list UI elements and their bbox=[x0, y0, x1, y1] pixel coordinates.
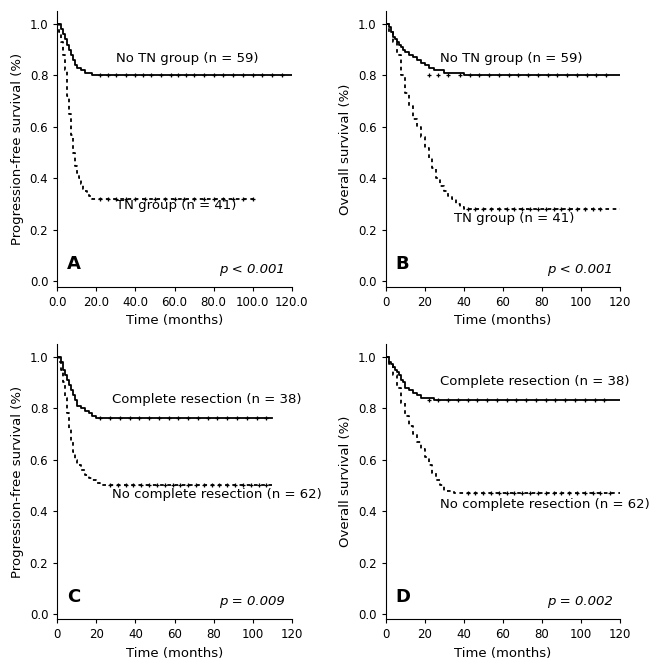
Text: D: D bbox=[395, 588, 410, 605]
Text: A: A bbox=[67, 255, 81, 273]
Text: C: C bbox=[67, 588, 80, 605]
Text: p = 0.009: p = 0.009 bbox=[219, 595, 285, 609]
Text: No complete resection (n = 62): No complete resection (n = 62) bbox=[112, 488, 322, 501]
Text: TN group (n = 41): TN group (n = 41) bbox=[454, 212, 574, 225]
Text: Complete resection (n = 38): Complete resection (n = 38) bbox=[440, 374, 630, 388]
Text: p = 0.002: p = 0.002 bbox=[547, 595, 613, 609]
X-axis label: Time (months): Time (months) bbox=[454, 647, 551, 660]
Y-axis label: Progression-free survival (%): Progression-free survival (%) bbox=[11, 386, 24, 578]
Text: No complete resection (n = 62): No complete resection (n = 62) bbox=[440, 498, 650, 511]
X-axis label: Time (months): Time (months) bbox=[126, 314, 223, 327]
Text: Complete resection (n = 38): Complete resection (n = 38) bbox=[112, 393, 301, 406]
Y-axis label: Overall survival (%): Overall survival (%) bbox=[340, 416, 352, 548]
Text: p < 0.001: p < 0.001 bbox=[547, 262, 613, 276]
Y-axis label: Progression-free survival (%): Progression-free survival (%) bbox=[11, 53, 24, 245]
X-axis label: Time (months): Time (months) bbox=[126, 647, 223, 660]
Text: No TN group (n = 59): No TN group (n = 59) bbox=[116, 52, 258, 65]
Text: No TN group (n = 59): No TN group (n = 59) bbox=[440, 52, 583, 65]
Text: p < 0.001: p < 0.001 bbox=[219, 262, 285, 276]
Y-axis label: Overall survival (%): Overall survival (%) bbox=[340, 83, 352, 215]
Text: TN group (n = 41): TN group (n = 41) bbox=[116, 199, 236, 212]
Text: B: B bbox=[395, 255, 408, 273]
X-axis label: Time (months): Time (months) bbox=[454, 314, 551, 327]
